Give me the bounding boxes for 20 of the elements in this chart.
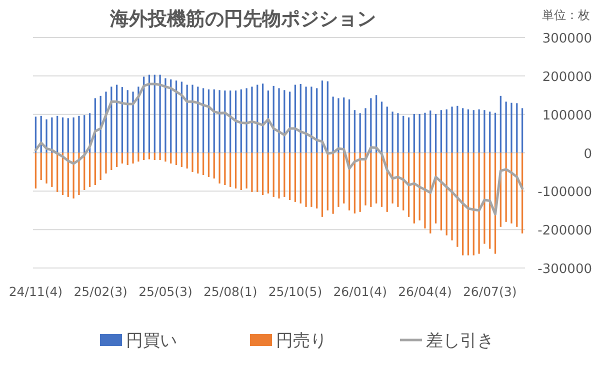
chart-title: 海外投機筋の円先物ポジション xyxy=(109,8,376,30)
y-tick-label: 300000 xyxy=(542,32,592,46)
x-tick-label: 26/01(4) xyxy=(333,284,387,299)
legend-label: 差し引き xyxy=(426,331,494,351)
y-tick-label: -100000 xyxy=(538,185,592,200)
legend-label: 円買い xyxy=(126,331,177,351)
y-tick-label: 0 xyxy=(584,146,592,162)
text: 単位：枚 xyxy=(542,8,590,22)
y-tick-label: -200000 xyxy=(538,224,592,239)
x-tick-label: 26/04(4) xyxy=(398,284,452,299)
y-tick-label: 200000 xyxy=(542,70,592,85)
x-tick-label: 25/08(1) xyxy=(203,284,258,299)
x-tick-label: 25/10(5) xyxy=(268,284,322,299)
x-tick-label: 26/07(3) xyxy=(462,284,517,299)
y-tick-label: 100000 xyxy=(542,108,592,124)
x-tick-label: 24/11(4) xyxy=(8,284,63,299)
y-tick-label: -300000 xyxy=(538,262,592,277)
x-tick-label: 25/02(3) xyxy=(74,284,128,299)
legend-label: 円売り xyxy=(276,331,327,351)
x-tick-label: 25/05(3) xyxy=(138,284,192,299)
